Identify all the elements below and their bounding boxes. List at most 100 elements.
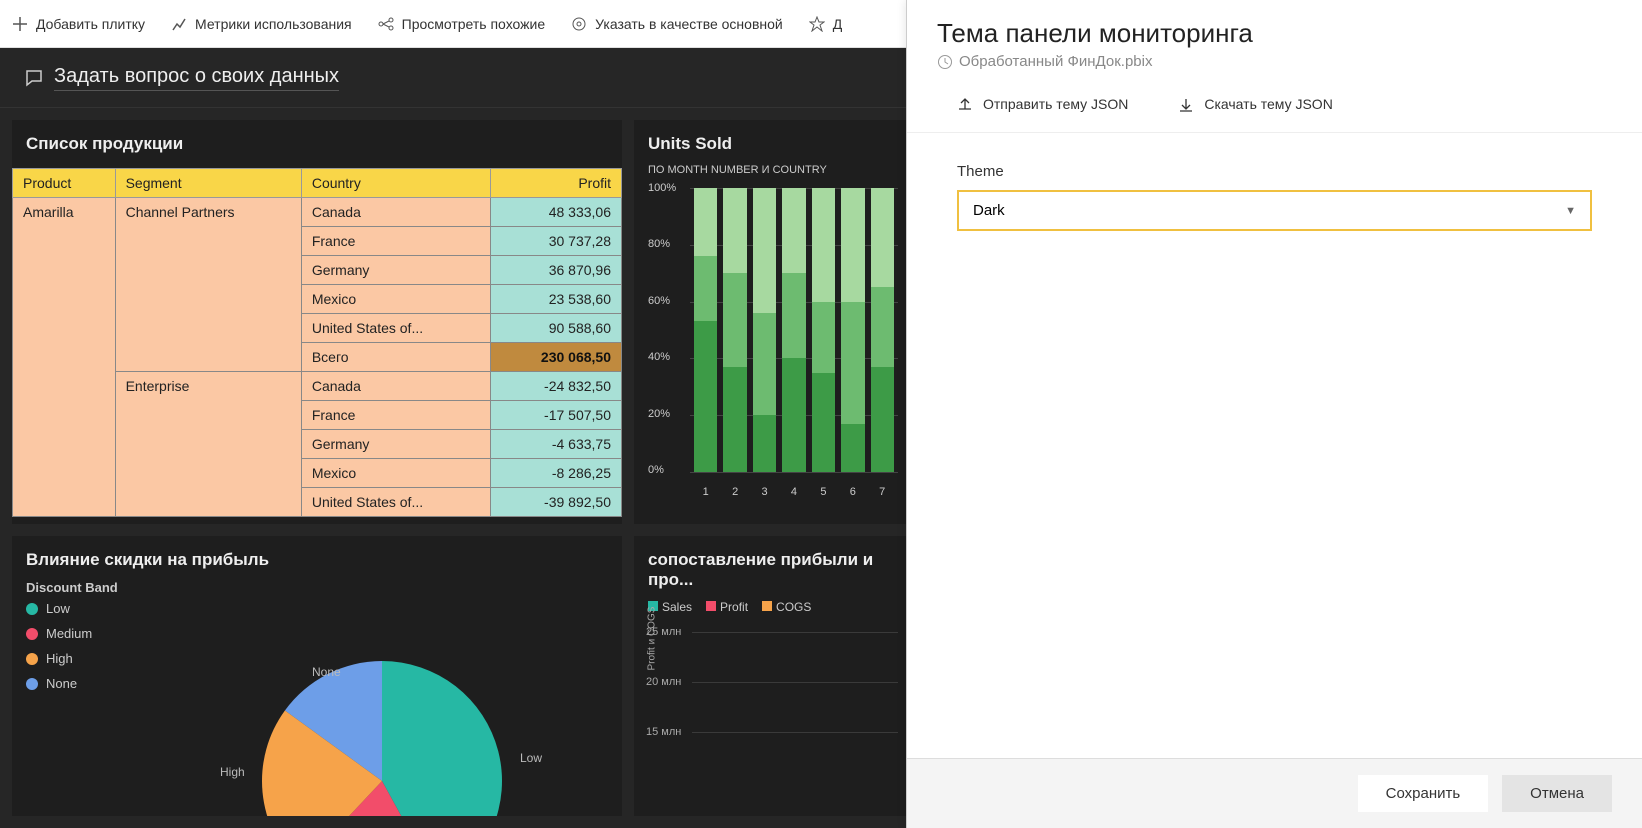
pie-slice[interactable] bbox=[382, 661, 502, 816]
product-list-title: Список продукции bbox=[12, 134, 622, 164]
bar-segment bbox=[723, 273, 746, 367]
legend-dot bbox=[26, 678, 38, 690]
legend-swatch bbox=[762, 601, 772, 611]
table-row[interactable]: AmarillaChannel PartnersCanada48 333,06 bbox=[13, 198, 622, 227]
favorite-label: Д bbox=[833, 16, 842, 32]
ytick-label: 20% bbox=[648, 408, 670, 420]
compare-legend: SalesProfitCOGS bbox=[634, 600, 912, 622]
ytick-label: 15 млн bbox=[646, 726, 681, 738]
ytick-label: 80% bbox=[648, 238, 670, 250]
units-sold-tile: Units Sold ПО MONTH NUMBER И COUNTRY 100… bbox=[634, 120, 912, 524]
xtick-label: 6 bbox=[841, 486, 864, 498]
bar-segment bbox=[841, 424, 864, 472]
col-product[interactable]: Product bbox=[13, 169, 116, 198]
bar-segment bbox=[753, 188, 776, 313]
pie-label-none: None bbox=[312, 665, 341, 679]
view-related-label: Просмотреть похожие bbox=[402, 16, 546, 32]
legend-item[interactable]: Profit bbox=[706, 600, 748, 614]
bar-segment bbox=[694, 256, 717, 321]
bar-segment bbox=[782, 188, 805, 273]
discount-legend-title: Discount Band bbox=[12, 580, 622, 601]
bar[interactable] bbox=[753, 188, 776, 472]
add-tile-button[interactable]: Добавить плитку bbox=[12, 16, 145, 32]
ytick-label: 25 млн bbox=[646, 626, 681, 638]
cell-profit: -17 507,50 bbox=[491, 401, 622, 430]
cell-country: United States of... bbox=[301, 488, 491, 517]
legend-dot bbox=[26, 603, 38, 615]
cell-country: Germany bbox=[301, 256, 491, 285]
bar-segment bbox=[812, 188, 835, 302]
target-icon bbox=[571, 16, 587, 32]
xtick-label: 4 bbox=[782, 486, 805, 498]
qa-prompt: Задать вопрос о своих данных bbox=[54, 65, 339, 91]
legend-dot bbox=[26, 628, 38, 640]
ytick-label: 20 млн bbox=[646, 676, 681, 688]
bar[interactable] bbox=[782, 188, 805, 472]
legend-item[interactable]: Medium bbox=[26, 626, 608, 641]
cell-country: Germany bbox=[301, 430, 491, 459]
product-matrix: Product Segment Country Profit AmarillaC… bbox=[12, 168, 622, 517]
bar[interactable] bbox=[812, 188, 835, 472]
bar[interactable] bbox=[871, 188, 894, 472]
bar-segment bbox=[812, 302, 835, 373]
bar-segment bbox=[871, 367, 894, 472]
xtick-label: 5 bbox=[812, 486, 835, 498]
bar-segment bbox=[812, 373, 835, 472]
units-sold-title: Units Sold bbox=[634, 134, 912, 164]
compare-title: сопоставление прибыли и про... bbox=[634, 550, 912, 600]
cell-profit: -24 832,50 bbox=[491, 372, 622, 401]
legend-item[interactable]: Low bbox=[26, 601, 608, 616]
bar-segment bbox=[723, 367, 746, 472]
compare-yaxis-label: Profit и COGS bbox=[647, 607, 658, 671]
bar[interactable] bbox=[841, 188, 864, 472]
theme-select[interactable]: Dark ▼ bbox=[957, 190, 1592, 231]
view-related-button[interactable]: Просмотреть похожие bbox=[378, 16, 546, 32]
col-segment[interactable]: Segment bbox=[115, 169, 301, 198]
bar-segment bbox=[753, 313, 776, 415]
col-profit[interactable]: Profit bbox=[491, 169, 622, 198]
xtick-label: 3 bbox=[753, 486, 776, 498]
theme-select-value: Dark bbox=[973, 202, 1005, 219]
bar-segment bbox=[723, 188, 746, 273]
col-country[interactable]: Country bbox=[301, 169, 491, 198]
compare-chart: Profit и COGS 25 млн20 млн15 млн bbox=[648, 622, 898, 772]
star-icon bbox=[809, 16, 825, 32]
product-list-tile: Список продукции Product Segment Country… bbox=[12, 120, 622, 524]
set-featured-button[interactable]: Указать в качестве основной bbox=[571, 16, 783, 32]
bar[interactable] bbox=[694, 188, 717, 472]
cell-profit: 48 333,06 bbox=[491, 198, 622, 227]
cell-country: France bbox=[301, 227, 491, 256]
cell-country: Mexico bbox=[301, 459, 491, 488]
ytick-label: 0% bbox=[648, 464, 664, 476]
bar[interactable] bbox=[723, 188, 746, 472]
cell-country: Canada bbox=[301, 372, 491, 401]
compare-tile: сопоставление прибыли и про... SalesProf… bbox=[634, 536, 912, 816]
cell-segment: Channel Partners bbox=[115, 198, 301, 372]
ytick-label: 40% bbox=[648, 351, 670, 363]
ytick-label: 60% bbox=[648, 295, 670, 307]
ytick-label: 100% bbox=[648, 182, 676, 194]
cell-profit: -4 633,75 bbox=[491, 430, 622, 459]
pie-label-high: High bbox=[220, 765, 245, 779]
qa-bar[interactable]: Задать вопрос о своих данных bbox=[0, 48, 906, 108]
units-sold-subtitle: ПО MONTH NUMBER И COUNTRY bbox=[634, 164, 912, 182]
download-theme-button[interactable]: Скачать тему JSON bbox=[1178, 96, 1332, 112]
download-theme-label: Скачать тему JSON bbox=[1204, 96, 1332, 112]
set-featured-label: Указать в качестве основной bbox=[595, 16, 783, 32]
dashboard-canvas: Задать вопрос о своих данных Список прод… bbox=[0, 48, 906, 828]
bar-segment bbox=[753, 415, 776, 472]
legend-label: Low bbox=[46, 601, 70, 616]
favorite-button[interactable]: Д bbox=[809, 16, 842, 32]
save-button[interactable]: Сохранить bbox=[1358, 775, 1489, 812]
chat-icon bbox=[24, 68, 44, 88]
cell-segment: Enterprise bbox=[115, 372, 301, 517]
add-tile-label: Добавить плитку bbox=[36, 16, 145, 32]
discount-title: Влияние скидки на прибыль bbox=[12, 550, 622, 580]
download-icon bbox=[1178, 96, 1194, 112]
cancel-button[interactable]: Отмена bbox=[1502, 775, 1612, 812]
legend-swatch bbox=[706, 601, 716, 611]
usage-metrics-button[interactable]: Метрики использования bbox=[171, 16, 352, 32]
upload-theme-button[interactable]: Отправить тему JSON bbox=[957, 96, 1128, 112]
related-icon bbox=[378, 16, 394, 32]
legend-item[interactable]: COGS bbox=[762, 600, 811, 614]
